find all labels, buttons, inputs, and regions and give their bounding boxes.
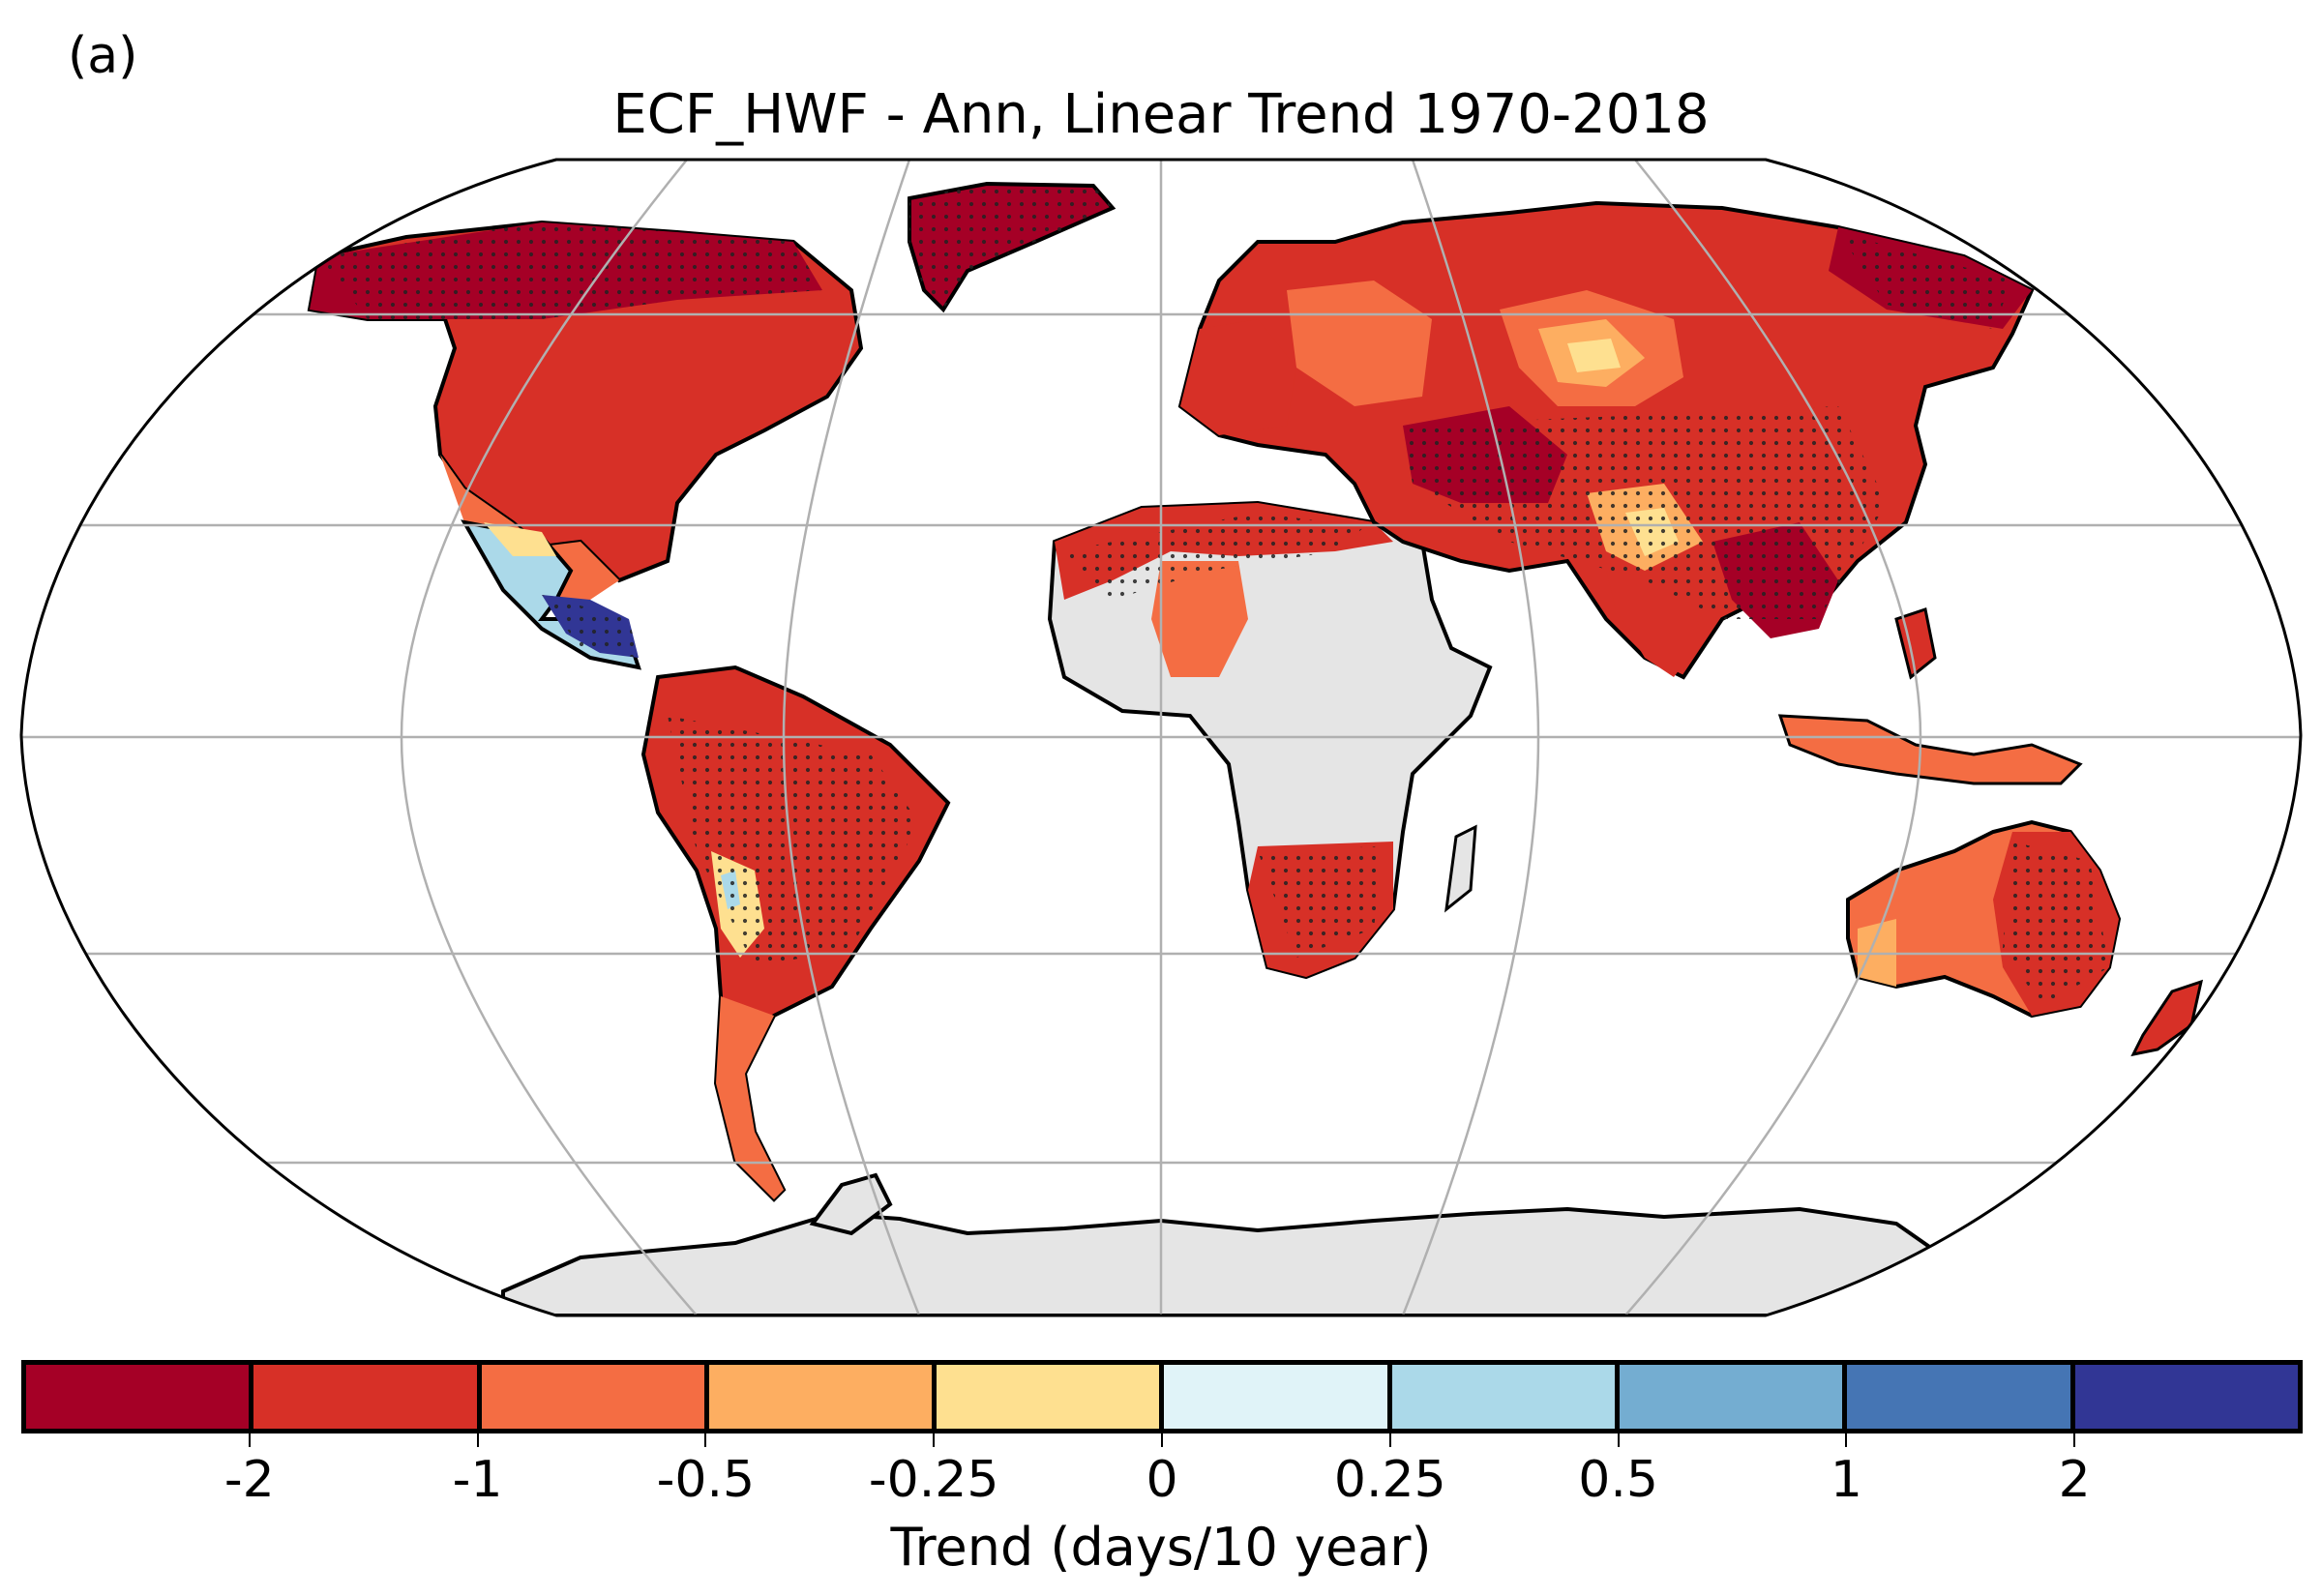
stipple-arctic-canada <box>319 222 822 319</box>
colorbar-bin <box>481 1365 709 1429</box>
colorbar-tick-label: -1 <box>452 1451 503 1509</box>
colorbar-label: Trend (days/10 year) <box>890 1517 1432 1578</box>
colorbar-bin <box>1620 1365 1848 1429</box>
colorbar-tick <box>1617 1433 1620 1447</box>
stipple-asia <box>1403 406 1887 619</box>
colorbar-bin <box>1847 1365 2075 1429</box>
colorbar-tick <box>1161 1433 1163 1447</box>
stipple-south-america <box>668 716 919 967</box>
stipple-southern-africa <box>1258 846 1384 958</box>
colorbar-tick-label: 2 <box>2058 1451 2091 1509</box>
colorbar-tick-label: 1 <box>1830 1451 1862 1509</box>
colorbar-tick <box>1845 1433 1848 1447</box>
globe-outline <box>19 158 2303 1317</box>
colorbar-tick-label: -0.25 <box>868 1451 999 1509</box>
colorbar-bin <box>253 1365 482 1429</box>
colorbar-tick <box>933 1433 936 1447</box>
patagonia <box>716 996 784 1199</box>
stipple-north-africa <box>1064 513 1364 600</box>
sahara-region <box>1151 561 1248 677</box>
antarctic-peninsula <box>809 1172 893 1236</box>
colorbar <box>21 1360 2303 1433</box>
north-america-south <box>440 455 619 600</box>
stipple-far-east <box>1838 232 2012 329</box>
colorbar-bin <box>937 1365 1165 1429</box>
world-map <box>19 158 2303 1317</box>
stipple-australia <box>2003 842 2109 1006</box>
gridlines <box>21 160 2301 1315</box>
east-europe <box>1287 281 1432 406</box>
colorbar-bin <box>708 1365 938 1429</box>
panel-label: (a) <box>68 27 138 85</box>
colorbar-tick-label: -2 <box>223 1451 275 1509</box>
map-title: ECF_HWF - Ann, Linear Trend 1970-2018 <box>612 83 1710 146</box>
colorbar-tick-label: 0.5 <box>1578 1451 1658 1509</box>
colorbar-tick <box>476 1433 479 1447</box>
colorbar-bin <box>1391 1365 1621 1429</box>
colorbar-tick-label: 0.25 <box>1333 1451 1446 1509</box>
colorbar-tick-label: 0 <box>1146 1451 1178 1509</box>
stipple-central-america <box>542 595 639 658</box>
mexico-north <box>484 522 556 556</box>
stipple-greenland <box>909 184 1113 310</box>
europe-west <box>1180 319 1296 435</box>
siberia-center <box>1567 339 1621 372</box>
colorbar-tick <box>1388 1433 1391 1447</box>
indonesia-region <box>1777 714 2083 785</box>
madagascar <box>1444 824 1477 913</box>
colorbar-bin <box>1164 1365 1392 1429</box>
new-zealand <box>2130 979 2204 1057</box>
colorbar-tick <box>2073 1433 2076 1447</box>
colorbar-tick-label: -0.5 <box>656 1451 756 1509</box>
colorbar-bin <box>2074 1365 2298 1429</box>
colorbar-tick <box>704 1433 707 1447</box>
colorbar-bin <box>26 1365 254 1429</box>
colorbar-tick <box>248 1433 251 1447</box>
